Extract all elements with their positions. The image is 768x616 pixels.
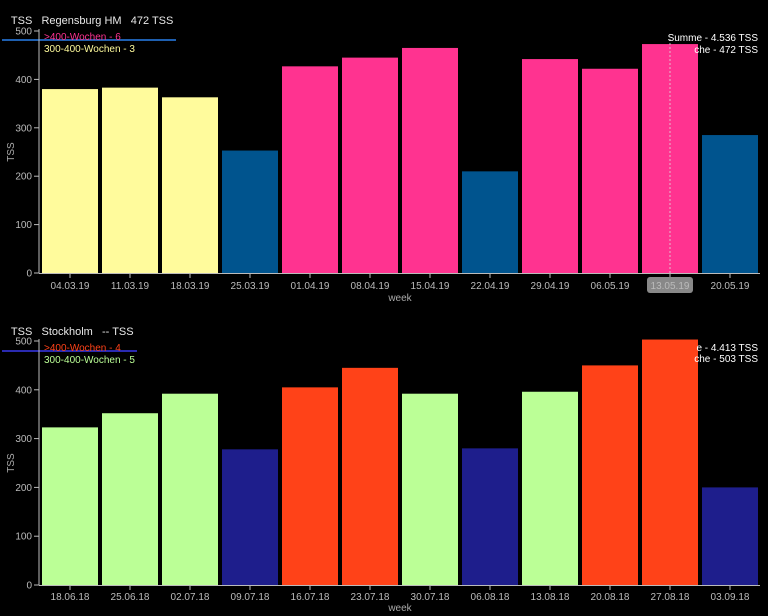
chart-1-x-tick-11.03.19: 11.03.19 xyxy=(111,281,150,292)
chart-1-x-tick-15.04.19: 15.04.19 xyxy=(411,281,450,292)
chart-2-bar-27.08.18 xyxy=(642,339,698,585)
chart-2-legend-1: >400-Wochen - 4 xyxy=(44,343,121,354)
chart-2-x-tick-13.08.18: 13.08.18 xyxy=(531,592,570,603)
chart-2-y-tick-500: 500 xyxy=(15,337,32,348)
chart-2-x-tick-23.07.18: 23.07.18 xyxy=(351,592,390,603)
chart-2-bar-02.07.18 xyxy=(162,393,218,585)
chart-1-x-tick-04.03.19: 04.03.19 xyxy=(51,281,90,292)
chart-1-bar-11.03.19 xyxy=(102,87,158,274)
chart-1-x-tick-18.03.19: 18.03.19 xyxy=(171,281,210,292)
chart-2-bar-30.07.18 xyxy=(402,393,458,585)
chart-1-x-tick-20.05.19: 20.05.19 xyxy=(711,281,750,292)
chart-1-bar-13.05.19 xyxy=(642,44,698,274)
chart-2-bar-03.09.18 xyxy=(702,487,758,585)
chart-2-bar-18.06.18 xyxy=(42,427,98,585)
chart-1-bar-08.04.19 xyxy=(342,57,398,274)
chart-2-y-tick-300: 300 xyxy=(15,434,32,445)
chart-2-bar-25.06.18 xyxy=(102,413,158,585)
chart-2-x-tick-30.07.18: 30.07.18 xyxy=(411,592,450,603)
chart-1-y-tick-0: 0 xyxy=(26,269,32,280)
chart-1-summary-2: che - 472 TSS xyxy=(694,45,758,56)
chart-1-y-tick-200: 200 xyxy=(15,172,32,183)
chart-2-bar-13.08.18 xyxy=(522,391,578,585)
chart-1-y-tick-400: 400 xyxy=(15,75,32,86)
chart-1-y-tick-300: 300 xyxy=(15,123,32,134)
chart-2-x-tick-06.08.18: 06.08.18 xyxy=(471,592,510,603)
chart-1-y-tick-500: 500 xyxy=(15,27,32,38)
chart-2-y-tick-400: 400 xyxy=(15,385,32,396)
chart-1-x-tick-01.04.19: 01.04.19 xyxy=(291,281,330,292)
chart-2-title-text: TSS Stockholm -- TSS xyxy=(10,326,134,338)
chart-2-x-tick-03.09.18: 03.09.18 xyxy=(711,592,750,603)
chart-2-title: TSS Stockholm -- TSS xyxy=(2,313,137,352)
chart-1-highlight-badge xyxy=(647,277,693,293)
chart-2-bar-20.08.18 xyxy=(582,365,638,585)
chart-2-bar-23.07.18 xyxy=(342,367,398,585)
chart-2-x-tick-27.08.18: 27.08.18 xyxy=(651,592,690,603)
chart-2-legend-2: 300-400-Wochen - 5 xyxy=(44,355,135,366)
chart-2-y-tick-0: 0 xyxy=(26,581,32,592)
chart-1-bar-06.05.19 xyxy=(582,68,638,273)
chart-2-x-tick-20.08.18: 20.08.18 xyxy=(591,592,630,603)
chart-1-title: TSS Regensburg HM 472 TSS xyxy=(2,2,177,41)
chart-2-y-tick-200: 200 xyxy=(15,483,32,494)
chart-1-x-tick-25.03.19: 25.03.19 xyxy=(231,281,270,292)
chart-1-x-tick-06.05.19: 06.05.19 xyxy=(591,281,630,292)
chart-2-x-tick-18.06.18: 18.06.18 xyxy=(51,592,90,603)
chart-1-legend-2: 300-400-Wochen - 3 xyxy=(44,44,135,55)
chart-1-bar-15.04.19 xyxy=(402,47,458,273)
chart-2-y-tick-100: 100 xyxy=(15,532,32,543)
chart-1-bar-20.05.19 xyxy=(702,135,758,273)
chart-1-legend-1: >400-Wochen - 6 xyxy=(44,32,121,43)
chart-1-y-axis-title: TSS xyxy=(6,142,17,162)
chart-1-x-axis-title: week xyxy=(387,293,412,304)
chart-2-summary-1: e - 4.413 TSS xyxy=(696,343,758,354)
chart-2-x-axis-title: week xyxy=(387,603,412,614)
chart-2-x-tick-02.07.18: 02.07.18 xyxy=(171,592,210,603)
chart-1-x-tick-29.04.19: 29.04.19 xyxy=(531,281,570,292)
chart-2-y-axis-title: TSS xyxy=(6,453,17,473)
chart-1-bar-22.04.19 xyxy=(462,171,518,273)
chart-1-bar-04.03.19 xyxy=(42,89,98,273)
chart-2-bar-06.08.18 xyxy=(462,448,518,585)
chart-1-summary-1: Summe - 4.536 TSS xyxy=(668,33,759,44)
chart-1-x-tick-08.04.19: 08.04.19 xyxy=(351,281,390,292)
chart-2-x-tick-25.06.18: 25.06.18 xyxy=(111,592,150,603)
chart-2-summary-2: che - 503 TSS xyxy=(694,354,758,365)
chart-2-title-underline xyxy=(2,350,137,352)
chart-1-bar-18.03.19 xyxy=(162,97,218,273)
chart-1-x-tick-13.05.19: 13.05.19 xyxy=(651,281,690,292)
chart-1-bar-25.03.19 xyxy=(222,150,278,273)
chart-1-bar-01.04.19 xyxy=(282,66,338,273)
chart-1-bar-29.04.19 xyxy=(522,59,578,274)
chart-2-x-tick-16.07.18: 16.07.18 xyxy=(291,592,330,603)
chart-1-x-tick-22.04.19: 22.04.19 xyxy=(471,281,510,292)
chart-2-x-tick-09.07.18: 09.07.18 xyxy=(231,592,270,603)
chart-2-bar-16.07.18 xyxy=(282,387,338,585)
chart-1-y-tick-100: 100 xyxy=(15,220,32,231)
chart-1-title-text: TSS Regensburg HM 472 TSS xyxy=(10,15,174,27)
chart-1-title-underline xyxy=(2,39,177,41)
chart-2-bar-09.07.18 xyxy=(222,449,278,585)
